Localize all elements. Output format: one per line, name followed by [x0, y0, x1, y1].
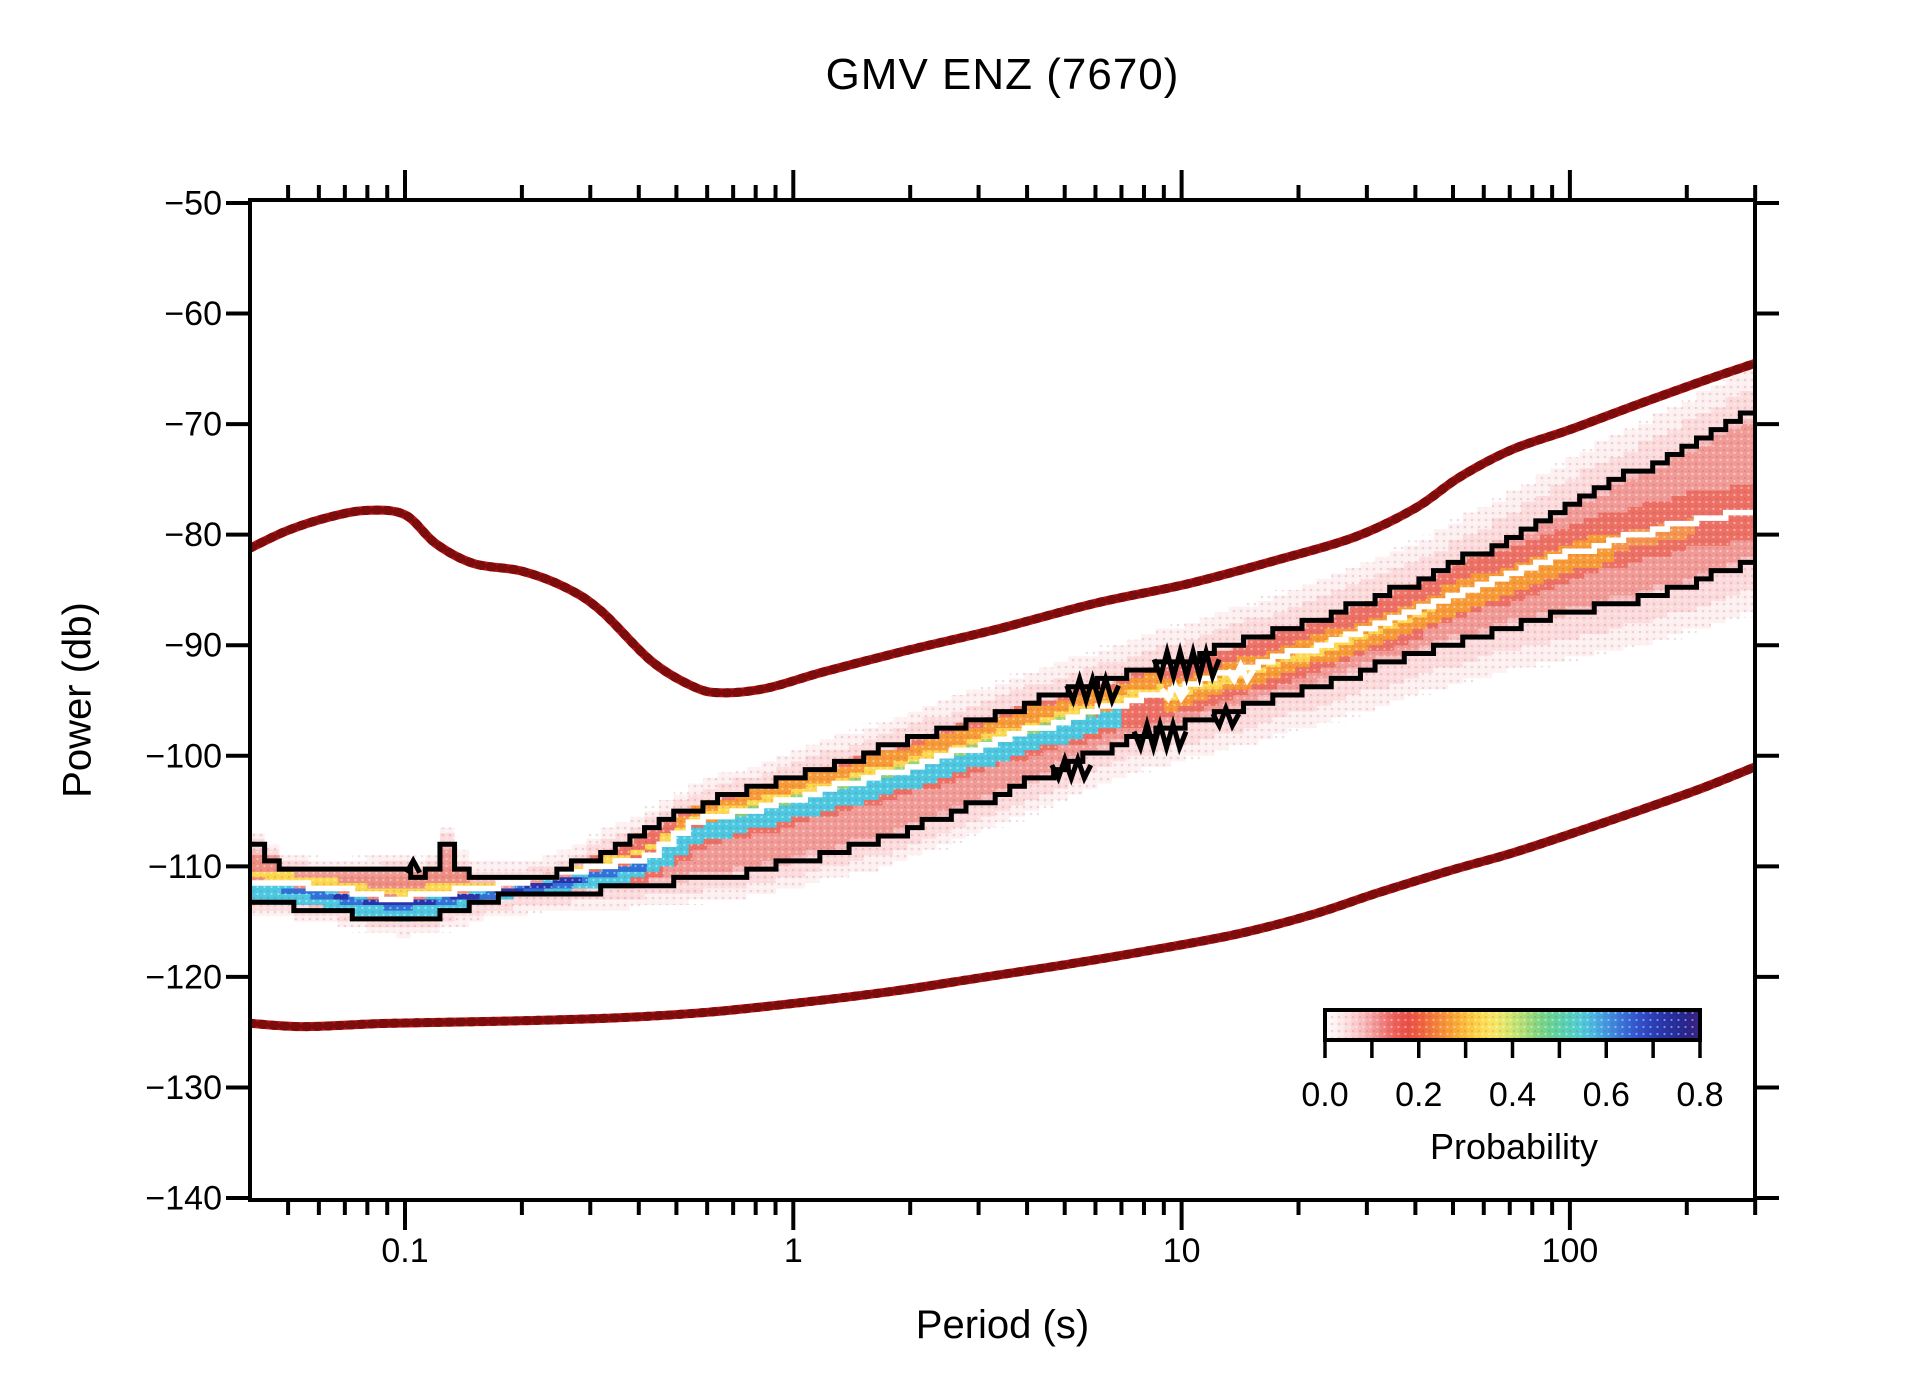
plot-frame — [248, 198, 1757, 1202]
axes: 0.1 1 10 100 −50 −60 −70 −80 −90 −100 −110 −120 −130… — [145, 170, 1779, 1270]
y-tick-label: −140 — [145, 1180, 222, 1218]
x-tick-label: 1 — [784, 1232, 803, 1270]
y-tick-label: −130 — [145, 1069, 222, 1107]
colorbar: 0.0 0.2 0.4 0.6 0.8 — [1301, 1008, 1724, 1114]
x-tick-label: 100 — [1542, 1232, 1599, 1270]
density-stipple-texture — [250, 363, 1755, 939]
x-axis-title: Period (s) — [915, 1303, 1090, 1347]
low-noise-model-curve — [250, 762, 1755, 1032]
y-tick-label: −80 — [164, 516, 222, 554]
y-tick-label: −90 — [164, 627, 222, 665]
x-tick-label: 10 — [1163, 1232, 1201, 1270]
mode-zigzag — [1225, 658, 1257, 686]
y-tick-label: −110 — [148, 848, 222, 886]
max-envelope-line — [250, 410, 1755, 880]
colorbar-tick-label: 0.4 — [1489, 1076, 1536, 1114]
y-tick-label: −120 — [145, 958, 222, 996]
chart-title: GMV ENZ (7670) — [825, 50, 1180, 99]
y-tick-label: −50 — [164, 185, 222, 223]
y-tick-label: −100 — [145, 737, 222, 775]
y-axis-title: Power (db) — [55, 602, 100, 798]
min-envelope-zigzag — [1131, 715, 1189, 757]
colorbar-tick-label: 0.8 — [1676, 1076, 1723, 1114]
colorbar-tick-label: 0.0 — [1301, 1076, 1348, 1114]
min-envelope-zigzag — [1210, 701, 1242, 732]
colorbar-title: Probability — [1429, 1126, 1599, 1167]
high-noise-model-curve-bead-texture — [250, 358, 1755, 698]
min-envelope-zigzag — [1049, 751, 1094, 786]
density-band — [250, 363, 1755, 939]
high-noise-model-curve — [250, 358, 1755, 698]
max-envelope-zigzag — [1151, 641, 1222, 687]
colorbar-stipple — [1325, 1010, 1700, 1040]
low-noise-model-curve-bead-texture — [250, 762, 1755, 1032]
y-tick-label: −70 — [164, 406, 222, 444]
max-envelope-zigzag — [1064, 670, 1121, 710]
colorbar-tick-label: 0.2 — [1395, 1076, 1442, 1114]
y-tick-label: −60 — [164, 295, 222, 333]
x-tick-label: 0.1 — [381, 1232, 428, 1270]
mode-zigzag — [1159, 678, 1190, 704]
colorbar-tick-label: 0.6 — [1583, 1076, 1630, 1114]
envelope-lines — [250, 410, 1755, 922]
max-envelope-zigzag — [404, 855, 422, 874]
